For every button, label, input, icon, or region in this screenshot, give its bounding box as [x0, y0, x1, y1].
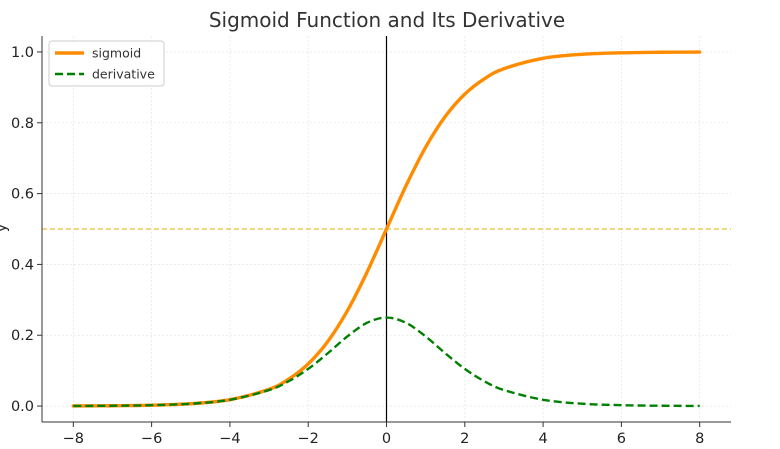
legend-label-sigmoid: sigmoid: [92, 46, 141, 61]
y-tick-label: 0.0: [11, 399, 34, 415]
x-tick-label: 0: [382, 431, 391, 447]
legend-label-derivative: derivative: [92, 67, 155, 82]
y-tick-label: 0.2: [11, 328, 34, 344]
y-tick-label: 0.6: [11, 187, 34, 203]
x-axis-ticks: −8 −6 −4 −2 0 2 4 6 8: [63, 422, 704, 447]
x-tick-label: 2: [460, 431, 469, 447]
y-axis-ticks: 0.0 0.2 0.4 0.6 0.8 1.0: [11, 45, 42, 415]
series-group: [71, 50, 702, 408]
x-tick-label: −2: [298, 431, 319, 447]
y-tick-label: 0.8: [11, 116, 34, 132]
series-line-derivative: [73, 316, 700, 408]
x-tick-label: 6: [617, 431, 626, 447]
x-tick-label: −6: [141, 431, 162, 447]
legend: sigmoid derivative: [48, 40, 165, 87]
y-axis-label: y: [0, 224, 10, 232]
x-tick-label: −4: [219, 431, 240, 447]
y-tick-label: 1.0: [11, 45, 34, 61]
x-tick-label: 4: [538, 431, 547, 447]
x-tick-label: 8: [695, 431, 704, 447]
chart-title: Sigmoid Function and Its Derivative: [209, 8, 565, 32]
y-tick-label: 0.4: [11, 257, 34, 273]
x-tick-label: −8: [63, 431, 84, 447]
